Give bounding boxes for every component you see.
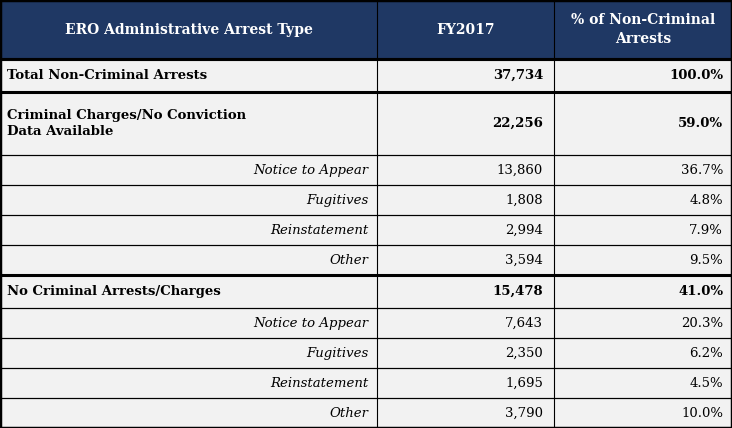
Text: 59.0%: 59.0%: [678, 117, 723, 130]
Bar: [377, 215, 554, 245]
Bar: [0, 0, 377, 59]
Text: 2,350: 2,350: [505, 347, 543, 360]
Text: 3,594: 3,594: [505, 254, 543, 267]
Text: 9.5%: 9.5%: [690, 254, 723, 267]
Bar: [0, 92, 377, 155]
Bar: [0, 275, 377, 308]
Bar: [377, 0, 554, 59]
Bar: [554, 308, 732, 338]
Text: 36.7%: 36.7%: [681, 164, 723, 177]
Text: 4.8%: 4.8%: [690, 194, 723, 207]
Bar: [554, 215, 732, 245]
Text: Fugitives: Fugitives: [306, 347, 368, 360]
Text: 1,808: 1,808: [506, 194, 543, 207]
Bar: [0, 398, 377, 428]
Bar: [554, 0, 732, 59]
Text: 100.0%: 100.0%: [669, 69, 723, 82]
Text: 10.0%: 10.0%: [681, 407, 723, 419]
Bar: [554, 185, 732, 215]
Bar: [554, 59, 732, 92]
Text: 15,478: 15,478: [493, 285, 543, 298]
Text: 7,643: 7,643: [505, 317, 543, 330]
Bar: [377, 245, 554, 275]
Text: Other: Other: [329, 407, 368, 419]
Bar: [554, 275, 732, 308]
Text: No Criminal Arrests/Charges: No Criminal Arrests/Charges: [7, 285, 221, 298]
Bar: [377, 398, 554, 428]
Bar: [0, 215, 377, 245]
Text: % of Non-Criminal
Arrests: % of Non-Criminal Arrests: [571, 13, 715, 46]
Text: 41.0%: 41.0%: [678, 285, 723, 298]
Text: 37,734: 37,734: [493, 69, 543, 82]
Bar: [0, 155, 377, 185]
Text: 4.5%: 4.5%: [690, 377, 723, 389]
Text: 20.3%: 20.3%: [681, 317, 723, 330]
Text: Fugitives: Fugitives: [306, 194, 368, 207]
Bar: [0, 368, 377, 398]
Bar: [377, 275, 554, 308]
Text: 6.2%: 6.2%: [690, 347, 723, 360]
Bar: [0, 245, 377, 275]
Bar: [377, 92, 554, 155]
Bar: [377, 338, 554, 368]
Bar: [377, 368, 554, 398]
Bar: [554, 338, 732, 368]
Text: ERO Administrative Arrest Type: ERO Administrative Arrest Type: [64, 23, 313, 36]
Text: Other: Other: [329, 254, 368, 267]
Bar: [0, 185, 377, 215]
Text: 22,256: 22,256: [492, 117, 543, 130]
Text: Notice to Appear: Notice to Appear: [253, 164, 368, 177]
Bar: [554, 368, 732, 398]
Bar: [554, 398, 732, 428]
Bar: [0, 59, 377, 92]
Text: Criminal Charges/No Conviction
Data Available: Criminal Charges/No Conviction Data Avai…: [7, 109, 247, 138]
Text: 7.9%: 7.9%: [690, 224, 723, 237]
Text: Notice to Appear: Notice to Appear: [253, 317, 368, 330]
Bar: [554, 245, 732, 275]
Text: Total Non-Criminal Arrests: Total Non-Criminal Arrests: [7, 69, 207, 82]
Bar: [377, 155, 554, 185]
Text: 1,695: 1,695: [505, 377, 543, 389]
Bar: [554, 155, 732, 185]
Bar: [377, 308, 554, 338]
Text: FY2017: FY2017: [436, 23, 495, 36]
Bar: [377, 59, 554, 92]
Bar: [0, 338, 377, 368]
Bar: [0, 308, 377, 338]
Text: 13,860: 13,860: [497, 164, 543, 177]
Text: Reinstatement: Reinstatement: [270, 224, 368, 237]
Bar: [554, 92, 732, 155]
Bar: [377, 185, 554, 215]
Text: 3,790: 3,790: [505, 407, 543, 419]
Text: Reinstatement: Reinstatement: [270, 377, 368, 389]
Text: 2,994: 2,994: [505, 224, 543, 237]
